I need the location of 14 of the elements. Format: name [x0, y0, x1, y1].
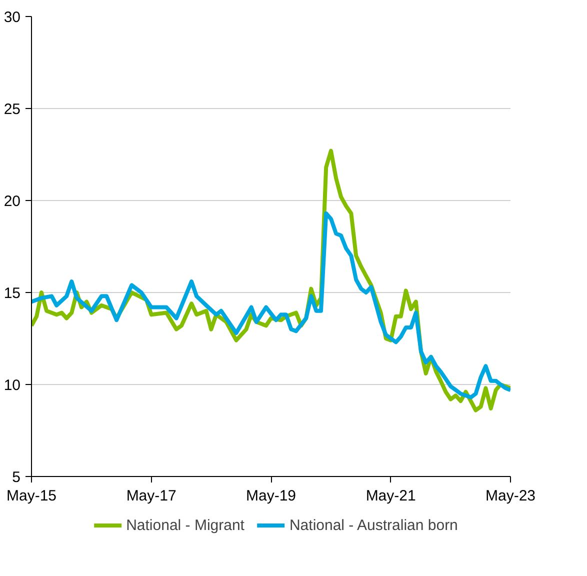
x-tick-label: May-19: [246, 488, 296, 504]
line-series: [32, 211, 510, 400]
x-tick-label: May-23: [485, 488, 536, 504]
y-tick-label: 25: [4, 101, 21, 118]
y-tick-label: 10: [4, 377, 21, 394]
legend-label: National - Migrant: [126, 516, 244, 534]
y-tick-label: 15: [4, 285, 21, 302]
x-tick-label: May-15: [6, 488, 57, 504]
y-tick-label: 30: [4, 9, 21, 26]
x-tick-label: May-17: [126, 488, 176, 504]
y-tick-label: 5: [12, 469, 20, 486]
legend-label: National - Australian born: [289, 516, 458, 534]
y-tick-label: 20: [4, 193, 21, 210]
x-tick-label: May-21: [366, 488, 416, 504]
